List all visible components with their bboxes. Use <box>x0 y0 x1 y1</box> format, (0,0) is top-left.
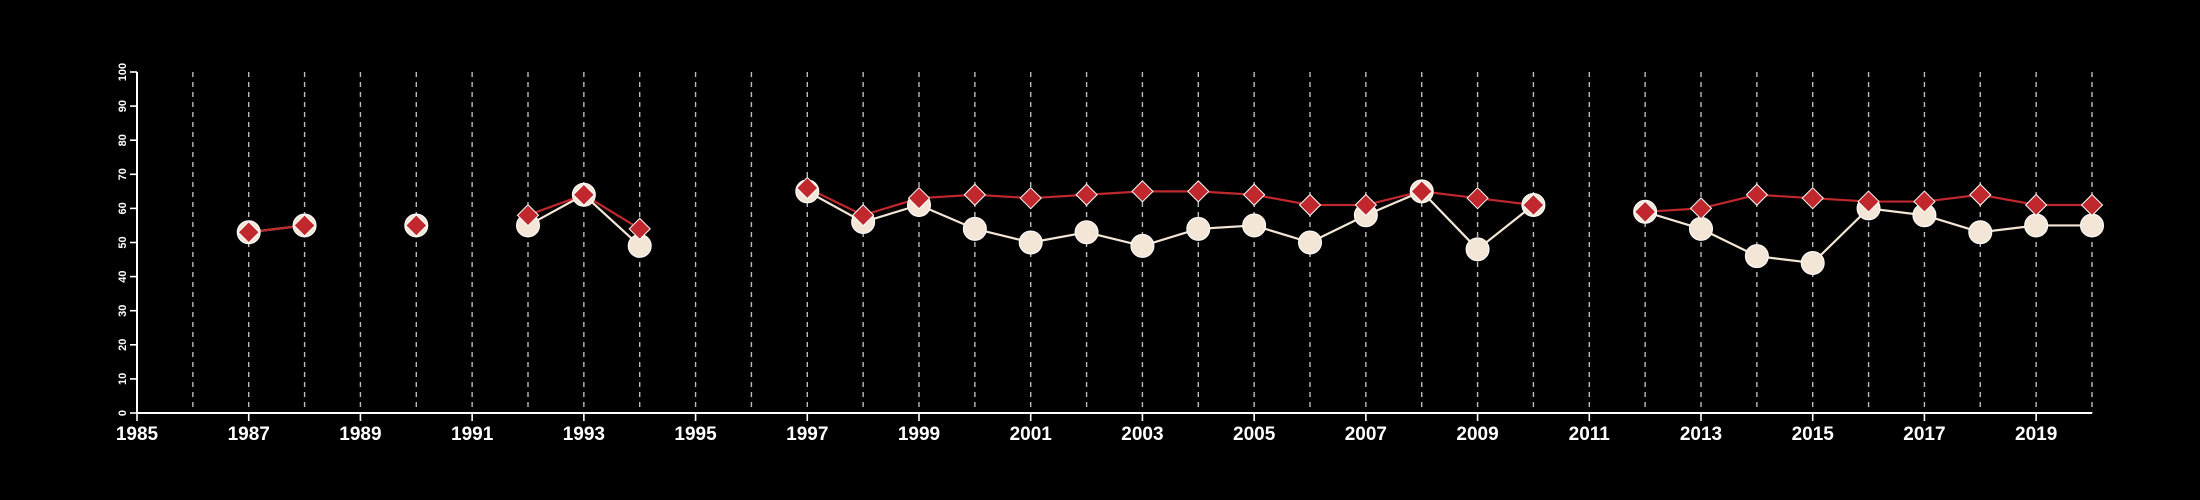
series-1-point <box>1242 213 1267 238</box>
series-2-point <box>1131 180 1154 203</box>
x-tick-label: 1995 <box>674 424 717 445</box>
series-2-point <box>1913 190 1936 213</box>
y-tick-label: 70 <box>117 168 129 180</box>
series-2-point <box>237 221 260 244</box>
y-tick-label: 50 <box>117 236 129 248</box>
x-tick-label: 2017 <box>1903 424 1945 445</box>
series-1-point <box>1744 244 1769 269</box>
series-1-point <box>2024 213 2049 238</box>
series-2-point <box>1633 200 1657 224</box>
y-tick-label: 40 <box>117 270 129 282</box>
x-tick-label: 2019 <box>2015 424 2057 445</box>
y-tick-label: 60 <box>117 202 129 214</box>
series-2-point <box>1689 197 1713 220</box>
y-tick-label: 20 <box>117 339 129 351</box>
series-2-point <box>1522 193 1545 217</box>
x-tick-label: 1985 <box>116 424 159 445</box>
x-tick-label: 2005 <box>1233 424 1276 445</box>
axes: 0 10 20 30 40 50 60 70 80 90 100 1985 1987 1989 1991 19… <box>116 63 2092 445</box>
x-tick-label: 1993 <box>563 424 605 445</box>
series-2-point <box>572 183 596 206</box>
series-1-point <box>962 216 987 241</box>
series-2-point <box>1857 190 1880 213</box>
x-tick-label: 2013 <box>1680 424 1722 445</box>
y-tick-label: 100 <box>117 63 129 81</box>
series-2-point <box>963 183 987 206</box>
series-layer <box>236 176 2104 275</box>
series-2-point <box>516 204 540 227</box>
series-2-point <box>2080 193 2104 217</box>
x-tick-label: 1989 <box>339 424 381 445</box>
series-1-point <box>1968 220 1993 245</box>
series-2-point <box>796 176 819 200</box>
x-tick-label: 1991 <box>451 424 494 445</box>
series-2-point <box>1075 183 1098 206</box>
series-2-point <box>1298 193 1322 217</box>
series-2-point <box>1745 183 1769 206</box>
series-1-point <box>1465 237 1490 262</box>
y-tick-label: 30 <box>117 305 129 317</box>
x-tick-label: 1997 <box>786 424 828 445</box>
y-tick-label: 10 <box>117 373 129 385</box>
x-tick-label: 2003 <box>1121 424 1163 445</box>
series-2-point <box>1969 183 1992 206</box>
series-2-point <box>2024 193 2048 217</box>
series-1-point <box>1186 216 1211 241</box>
series-2-point <box>851 204 875 227</box>
series-1-point <box>2080 213 2104 238</box>
series-2-point <box>1019 186 1042 210</box>
y-tick-label: 90 <box>117 100 129 112</box>
x-tick-label: 1987 <box>228 424 270 445</box>
y-tick-label: 80 <box>117 134 129 146</box>
series-1-point <box>1689 216 1713 241</box>
series-2-point <box>1410 180 1433 203</box>
series-2-point <box>1801 186 1824 210</box>
series-1-point <box>1018 230 1043 255</box>
series-2-point <box>628 217 651 241</box>
series-2-point <box>907 186 931 210</box>
y-tick-label: 0 <box>117 410 129 416</box>
series-2-point <box>1354 193 1378 217</box>
series-2-point <box>293 214 316 237</box>
x-tick-label: 2007 <box>1345 424 1387 445</box>
x-tick-label: 2001 <box>1010 424 1053 445</box>
series-1-point <box>1130 233 1155 258</box>
x-tick-label: 2015 <box>1792 424 1835 445</box>
series-1-point <box>1800 250 1825 275</box>
series-2-point <box>1466 186 1489 210</box>
x-tick-label: 2009 <box>1456 424 1498 445</box>
series-2-point <box>1187 180 1210 203</box>
x-tick-label: 2011 <box>1569 424 1611 445</box>
series-2-point <box>405 214 428 237</box>
series-2-point <box>1242 183 1266 206</box>
x-tick-label: 1999 <box>898 424 940 445</box>
series-1-point <box>1298 230 1322 255</box>
series-1-point <box>1074 220 1099 245</box>
